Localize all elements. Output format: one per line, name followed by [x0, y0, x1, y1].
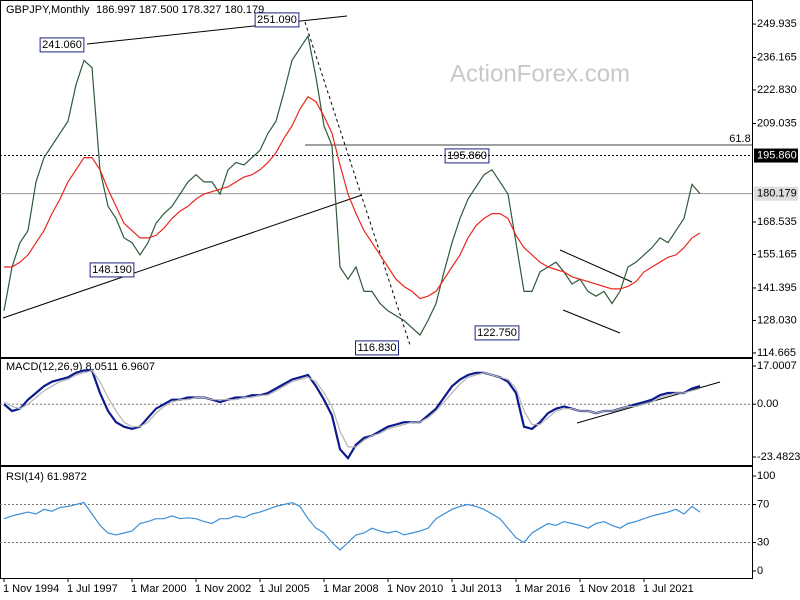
annotation: 122.750: [477, 327, 517, 339]
y-tick-label: 249.935: [757, 18, 797, 30]
y-tick-label: 114.665: [757, 347, 796, 359]
rsi-title: RSI(14) 61.9872: [6, 471, 87, 483]
macd-title: MACD(12,26,9) 8.0511 6.9607: [6, 361, 155, 373]
trendline: [304, 21, 411, 346]
x-tick-label: 1 Mar 2008: [323, 583, 379, 595]
series-line: [3, 369, 701, 448]
x-tick-label: 1 Jul 2005: [259, 583, 310, 595]
channel-line: [562, 309, 621, 334]
x-tick-label: 1 Nov 2018: [579, 583, 635, 595]
rsi-panel: [0, 466, 753, 579]
y-tick-label: 155.165: [757, 248, 797, 260]
x-tick-label: 1 Jul 1997: [67, 583, 118, 595]
annotation-box: [39, 37, 85, 53]
trendline: [86, 15, 348, 45]
chart-title: GBPJPY,Monthly: [6, 4, 90, 16]
annotation-box: [355, 340, 399, 356]
y-tick-label: 168.535: [757, 216, 797, 228]
chart-subtitle: 186.997 187.500 178.327 180.179: [96, 4, 264, 16]
trendline: [2, 194, 363, 319]
x-tick-label: 1 Jul 2021: [643, 583, 694, 595]
y-tick-label: 30: [757, 536, 769, 548]
y-tick-label: 0.00: [757, 398, 778, 410]
level-box: [754, 148, 798, 163]
y-tick-label: 141.395: [757, 282, 797, 294]
channel-line: [559, 249, 633, 283]
fib-label: 61.8: [729, 133, 750, 145]
y-tick-label: 70: [757, 498, 769, 510]
level-box: [754, 186, 798, 201]
x-tick-label: 1 Nov 2010: [387, 583, 443, 595]
annotation-box: [89, 262, 135, 278]
y-tick-label: 209.035: [757, 117, 797, 129]
annotation-box: [254, 12, 300, 28]
annotation: 241.060: [42, 39, 82, 51]
watermark: ActionForex.com: [450, 60, 630, 87]
y-tick-label: 128.030: [757, 314, 797, 326]
annotation: 195.860: [447, 150, 487, 162]
annotation: 251.090: [257, 14, 297, 26]
series-line: [3, 369, 701, 461]
annotation-box: [474, 325, 520, 341]
level-label: 180.179: [757, 188, 797, 200]
annotation: 116.830: [358, 342, 397, 354]
x-tick-label: 1 Jul 2013: [451, 583, 502, 595]
y-tick-label: 100: [757, 470, 775, 482]
x-tick-label: 1 Mar 2016: [515, 583, 571, 595]
macd-panel: [0, 358, 753, 466]
series-line: [4, 95, 701, 300]
price-panel: [0, 0, 753, 358]
y-tick-label: 236.165: [757, 51, 797, 63]
y-tick-label: 222.830: [757, 84, 797, 96]
level-label: 195.860: [757, 149, 797, 161]
series-line: [3, 34, 701, 337]
y-tick-label: 0: [757, 565, 763, 577]
x-tick-label: 1 Nov 1994: [3, 583, 59, 595]
annotation: 148.190: [92, 264, 132, 276]
series-line: [3, 501, 701, 551]
y-tick-label: 17.0007: [757, 360, 797, 372]
x-tick-label: 1 Nov 2002: [195, 583, 251, 595]
x-tick-label: 1 Mar 2000: [131, 583, 187, 595]
y-tick-label: -23.4823: [757, 451, 800, 463]
